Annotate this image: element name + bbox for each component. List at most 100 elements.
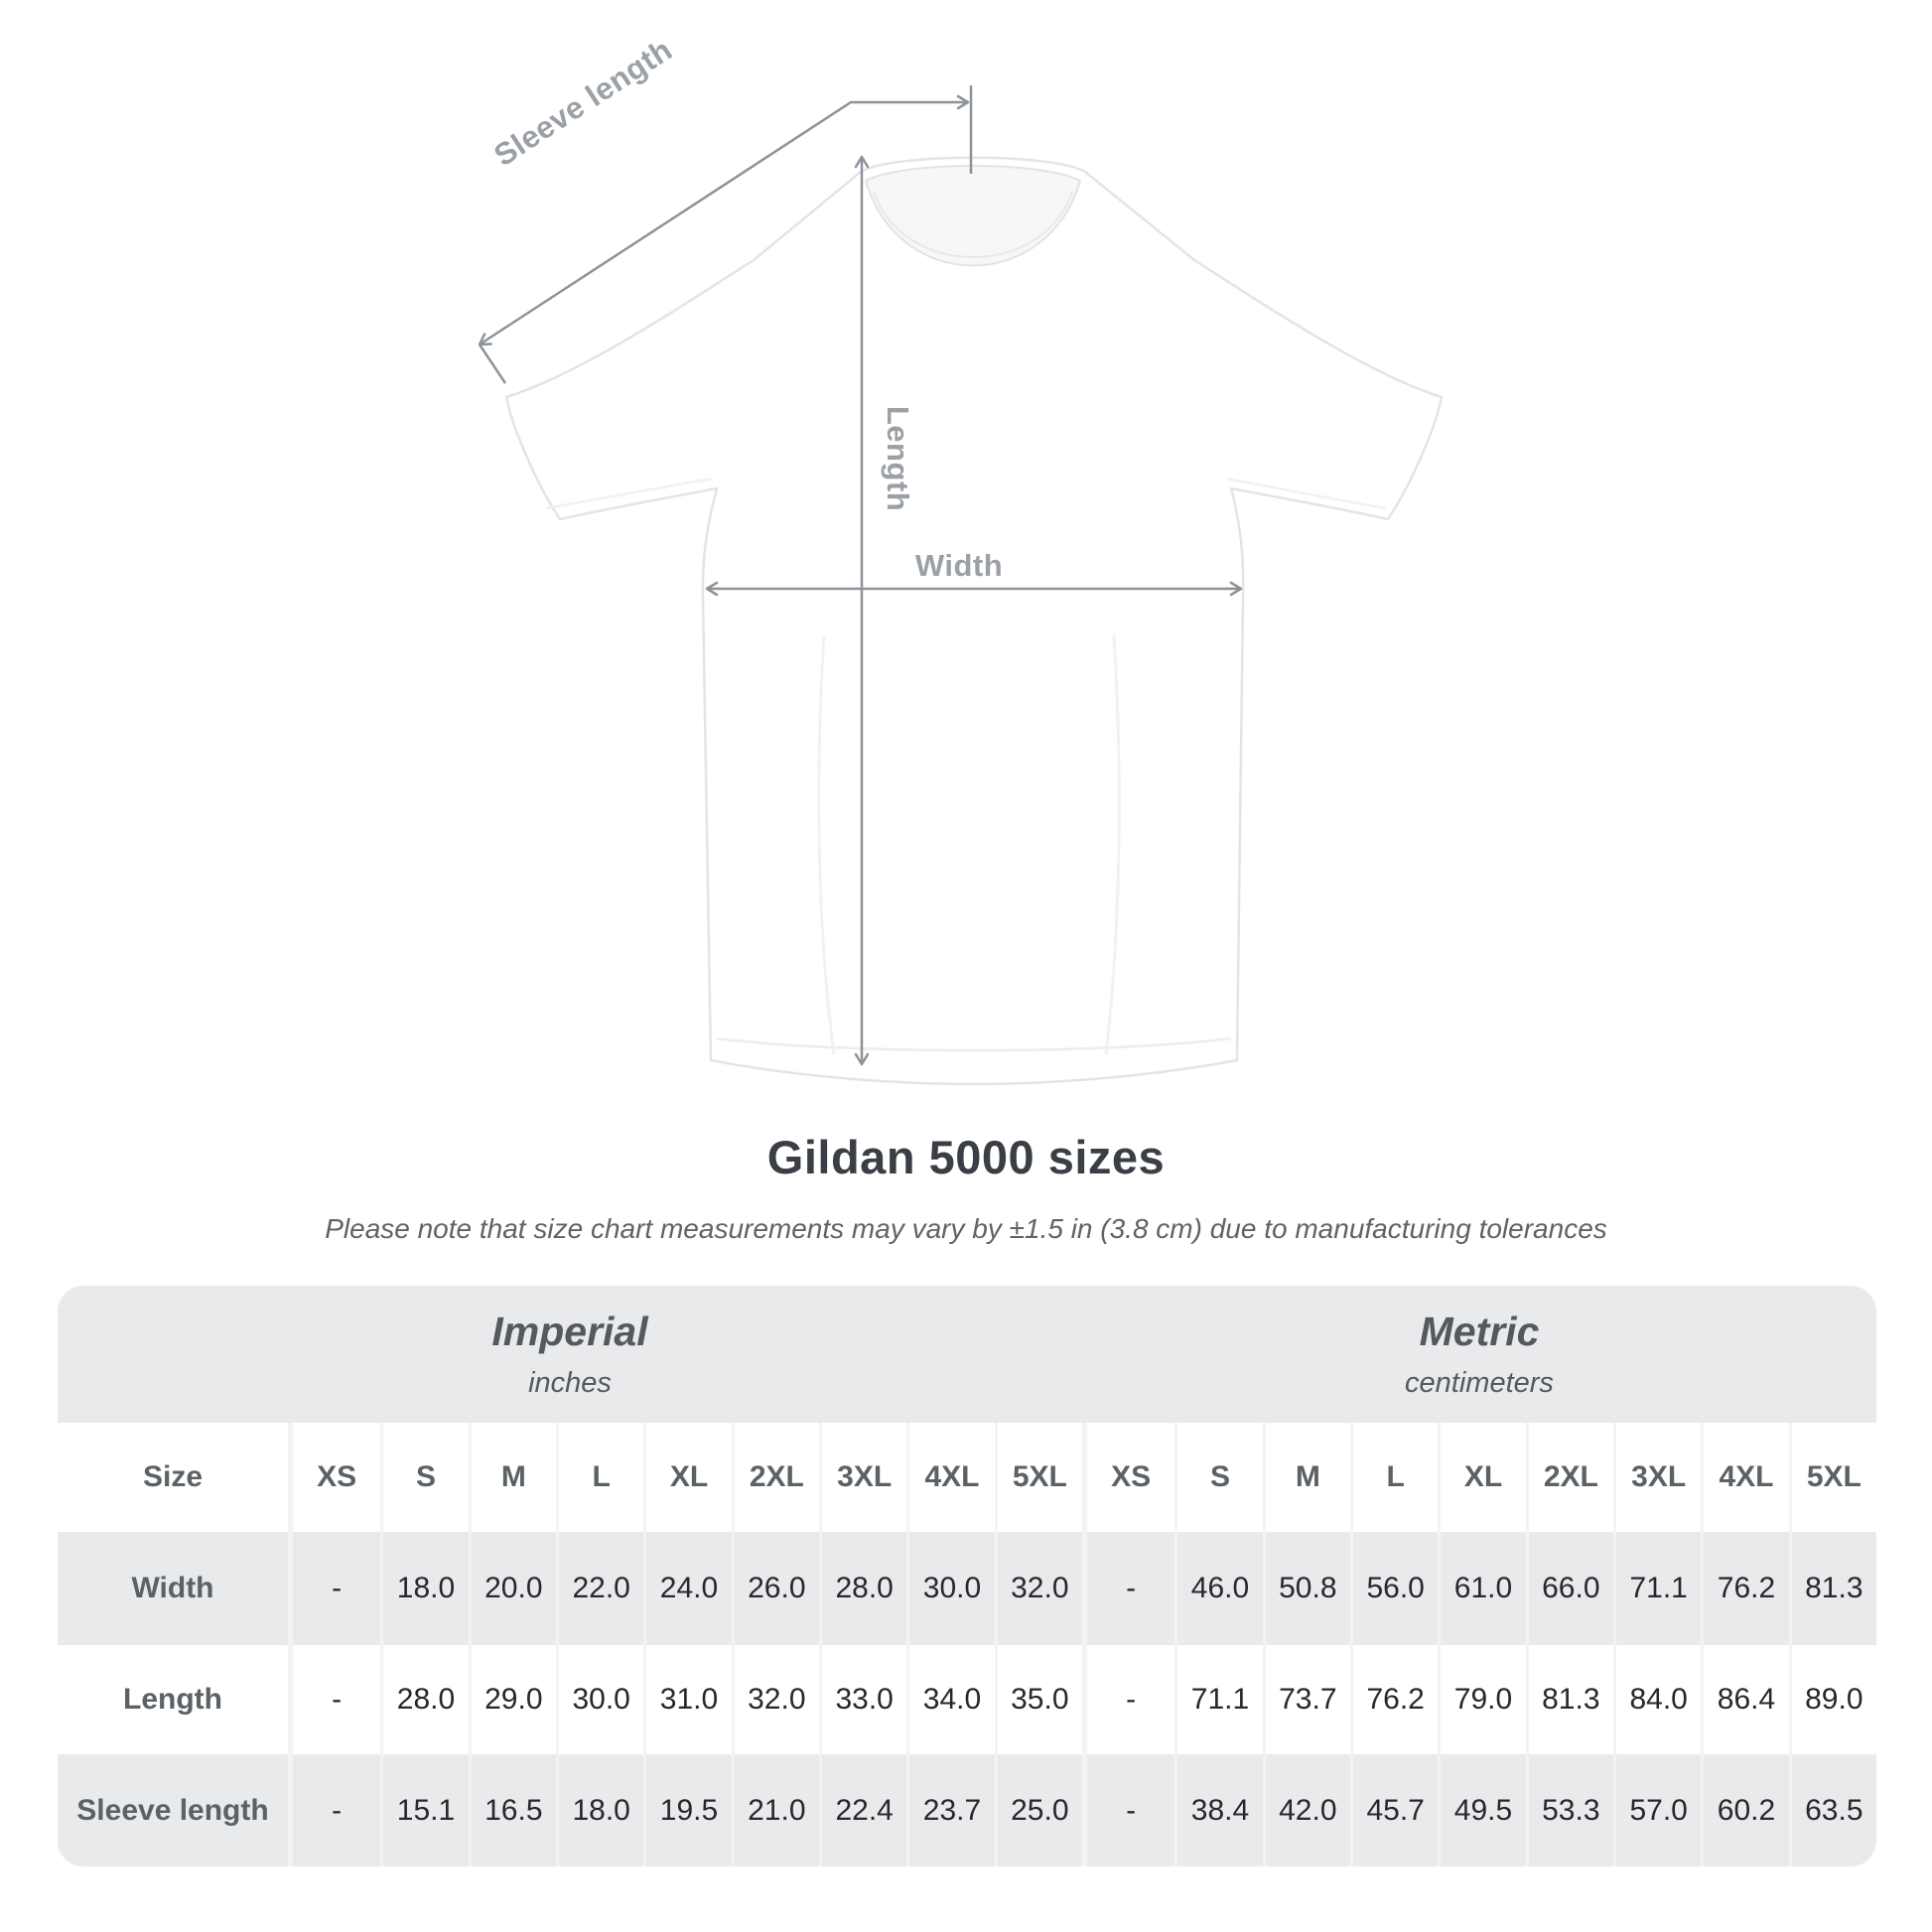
sleeve-length-metric-value: 53.3 — [1525, 1754, 1613, 1866]
width-imperial-value: 26.0 — [731, 1532, 819, 1645]
sleeve-length-metric-value: 60.2 — [1701, 1754, 1788, 1866]
size-column-header-imperial: 3XL — [819, 1423, 906, 1532]
length-metric-value: - — [1126, 1683, 1137, 1716]
width-imperial-values: - 18.0 20.0 22.0 24.0 26.0 28.0 30.0 32.0 — [288, 1532, 1082, 1645]
size-column-header-metric: 5XL — [1788, 1423, 1876, 1532]
length-imperial-value: - — [332, 1683, 343, 1716]
table-row-length: Length - 28.0 29.0 30.0 31.0 32.0 33.0 34.0 35.0… — [58, 1645, 1876, 1754]
size-column-header-imperial: XS — [317, 1460, 357, 1493]
size-column-header-metric: M — [1262, 1423, 1350, 1532]
size-column-header-imperial: XL — [643, 1423, 731, 1532]
width-metric-values: - 46.0 50.8 56.0 61.0 66.0 71.1 76.2 81.3 — [1082, 1532, 1876, 1645]
size-column-header-imperial: L — [556, 1423, 643, 1532]
imperial-size-headers: XS S M L XL 2XL 3XL 4XL 5XL — [288, 1423, 1082, 1532]
length-metric-value: 81.3 — [1525, 1645, 1613, 1754]
sleeve-length-imperial-value: 21.0 — [731, 1754, 819, 1866]
imperial-section-title: Imperial — [491, 1309, 648, 1354]
row-label-sleeve-length: Sleeve length — [76, 1793, 269, 1827]
width-imperial-value: 30.0 — [906, 1532, 994, 1645]
sleeve-length-imperial-value: - — [332, 1793, 343, 1827]
table-row-width: Width -18.0 20.0 22.0 24.0 26.0 28.0 30.0 32.0 … — [58, 1532, 1876, 1645]
metric-section-header: Metric centimeters — [1082, 1309, 1876, 1400]
sleeve-length-imperial-value: 18.0 — [556, 1754, 643, 1866]
sleeve-imperial-values: - 15.1 16.5 18.0 19.5 21.0 22.4 23.7 25.0 — [288, 1754, 1082, 1866]
width-imperial-value: 18.0 — [380, 1532, 468, 1645]
length-imperial-value: 32.0 — [731, 1645, 819, 1754]
width-imperial-value: 22.0 — [556, 1532, 643, 1645]
sleeve-length-imperial-value: 23.7 — [906, 1754, 994, 1866]
sleeve-length-label: Sleeve length — [487, 32, 678, 173]
length-metric-value: 79.0 — [1438, 1645, 1525, 1754]
imperial-section-header: Imperial inches — [58, 1309, 1082, 1400]
tshirt-graphic — [504, 156, 1444, 1086]
width-metric-value: 71.1 — [1613, 1532, 1701, 1645]
width-imperial-value: 32.0 — [994, 1532, 1082, 1645]
tshirt-measurement-diagram: Sleeve length Length Width — [478, 32, 1444, 1086]
size-column-header-metric: 2XL — [1525, 1423, 1613, 1532]
length-metric-value: 71.1 — [1174, 1645, 1262, 1754]
unit-band: Imperial inches Metric centimeters — [58, 1286, 1876, 1423]
sleeve-length-arrow — [478, 94, 970, 346]
metric-section-title: Metric — [1419, 1309, 1540, 1354]
sleeve-length-imperial-value: 15.1 — [380, 1754, 468, 1866]
width-metric-value: 76.2 — [1701, 1532, 1788, 1645]
size-column-header-imperial: S — [380, 1423, 468, 1532]
length-imperial-value: 30.0 — [556, 1645, 643, 1754]
length-metric-value: 89.0 — [1788, 1645, 1876, 1754]
imperial-section-unit: inches — [528, 1367, 612, 1399]
row-label-length: Length — [123, 1683, 222, 1716]
width-metric-value: - — [1126, 1572, 1137, 1604]
width-metric-value: 46.0 — [1174, 1532, 1262, 1645]
page-subtitle: Please note that size chart measurements… — [325, 1213, 1607, 1244]
size-chart-table: Imperial inches Metric centimeters Size … — [58, 1286, 1876, 1866]
sleeve-metric-values: - 38.4 42.0 45.7 49.5 53.3 57.0 60.2 63.5 — [1082, 1754, 1876, 1866]
sleeve-length-metric-value: 63.5 — [1788, 1754, 1876, 1866]
table-row-sleeve-length: Sleeve length -15.1 16.5 18.0 19.5 21.0 22.4 2… — [58, 1754, 1876, 1866]
measurement-lines — [478, 85, 1243, 1066]
length-metric-value: 76.2 — [1350, 1645, 1438, 1754]
length-metric-value: 86.4 — [1701, 1645, 1788, 1754]
size-column-header-metric: XS — [1111, 1460, 1152, 1493]
size-column-header-imperial: 2XL — [731, 1423, 819, 1532]
sleeve-length-imperial-value: 19.5 — [643, 1754, 731, 1866]
width-imperial-value: 20.0 — [468, 1532, 556, 1645]
size-column-header-imperial: M — [468, 1423, 556, 1532]
length-label: Length — [881, 406, 915, 511]
size-column-header-imperial: 5XL — [994, 1423, 1082, 1532]
width-imperial-value: 24.0 — [643, 1532, 731, 1645]
length-imperial-values: - 28.0 29.0 30.0 31.0 32.0 33.0 34.0 35.0 — [288, 1645, 1082, 1754]
metric-size-headers: XS S M L XL 2XL 3XL 4XL 5XL — [1082, 1423, 1876, 1532]
size-column-header-imperial: 4XL — [906, 1423, 994, 1532]
width-metric-value: 66.0 — [1525, 1532, 1613, 1645]
length-imperial-value: 31.0 — [643, 1645, 731, 1754]
length-imperial-value: 35.0 — [994, 1645, 1082, 1754]
length-metric-value: 73.7 — [1262, 1645, 1350, 1754]
sleeve-length-imperial-value: 22.4 — [819, 1754, 906, 1866]
sleeve-length-extension-line — [478, 344, 507, 384]
sleeve-length-metric-value: 49.5 — [1438, 1754, 1525, 1866]
width-metric-value: 61.0 — [1438, 1532, 1525, 1645]
length-imperial-value: 34.0 — [906, 1645, 994, 1754]
width-imperial-value: 28.0 — [819, 1532, 906, 1645]
sleeve-length-metric-value: 42.0 — [1262, 1754, 1350, 1866]
width-imperial-value: - — [332, 1572, 343, 1604]
length-metric-values: - 71.1 73.7 76.2 79.0 81.3 84.0 86.4 89.0 — [1082, 1645, 1876, 1754]
sleeve-length-imperial-value: 25.0 — [994, 1754, 1082, 1866]
size-column-header-metric: 3XL — [1613, 1423, 1701, 1532]
row-label-width: Width — [131, 1572, 214, 1604]
page-title: Gildan 5000 sizes — [766, 1131, 1166, 1183]
size-header-row: Size XS S M L XL 2XL 3XL 4XL 5XL XS S M L XL 2XL 3XL 4X… — [58, 1423, 1876, 1532]
sleeve-length-metric-value: 57.0 — [1613, 1754, 1701, 1866]
width-label: Width — [915, 548, 1003, 583]
size-column-header-metric: 4XL — [1701, 1423, 1788, 1532]
length-imperial-value: 28.0 — [380, 1645, 468, 1754]
sleeve-length-metric-value: 38.4 — [1174, 1754, 1262, 1866]
metric-section-unit: centimeters — [1405, 1367, 1554, 1399]
size-column-header-metric: L — [1350, 1423, 1438, 1532]
length-imperial-value: 33.0 — [819, 1645, 906, 1754]
length-imperial-value: 29.0 — [468, 1645, 556, 1754]
column-header-size: Size — [142, 1460, 204, 1493]
sleeve-length-metric-value: 45.7 — [1350, 1754, 1438, 1866]
size-column-header-metric: S — [1174, 1423, 1262, 1532]
